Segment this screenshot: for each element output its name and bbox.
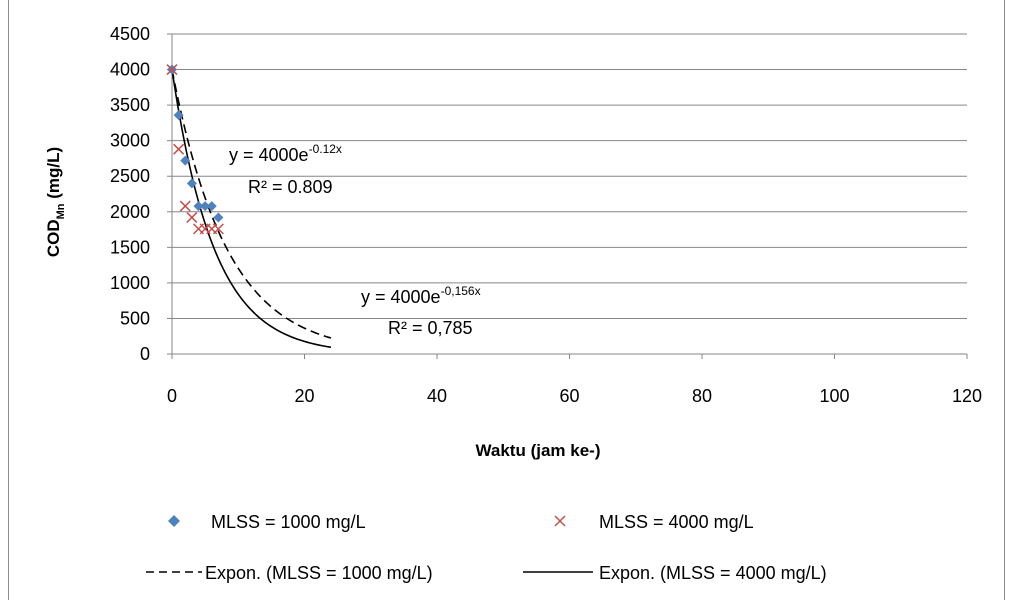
- data-point-mlss-1000: [200, 201, 211, 212]
- x-tick-label: 100: [819, 386, 849, 406]
- data-point-mlss-1000: [206, 201, 217, 212]
- legend-diamond-marker: [168, 515, 180, 527]
- data-point-mlss-1000: [180, 155, 191, 166]
- data-point-mlss-4000: [179, 200, 191, 212]
- data-point-mlss-1000: [213, 212, 224, 223]
- y-tick-labels: 0 500 1000 1500 2000 2500 3000 3500 4000 4500: [110, 24, 150, 364]
- data-point-mlss-4000: [212, 223, 224, 235]
- legend-label-mlss-1000: MLSS = 1000 mg/L: [211, 512, 366, 532]
- y-axis-title: CODMn (mg/L): [44, 147, 67, 257]
- legend-x-marker: [554, 515, 566, 527]
- x-tick-label: 80: [692, 386, 712, 406]
- trendline-1000-r2: R² = 0.809: [248, 177, 333, 197]
- y-tick-label: 3000: [110, 131, 150, 151]
- x-tick-labels: 0 20 40 60 80 100 120: [167, 386, 982, 406]
- legend: MLSS = 1000 mg/L MLSS = 4000 mg/L Expon.…: [146, 512, 827, 583]
- data-point-mlss-1000: [186, 178, 197, 189]
- x-tick-label: 120: [952, 386, 982, 406]
- trendline-mlss-1000: [171, 69, 332, 339]
- data-points: [166, 64, 224, 235]
- x-tick-label: 20: [294, 386, 314, 406]
- y-tick-label: 0: [140, 344, 150, 364]
- chart-frame: [8, 0, 1005, 600]
- legend-label-expon-1000: Expon. (MLSS = 1000 mg/L): [205, 563, 433, 583]
- y-tick-label: 500: [120, 308, 150, 328]
- x-tick-label: 40: [427, 386, 447, 406]
- y-tick-label: 4500: [110, 24, 150, 44]
- y-tick-label: 2000: [110, 202, 150, 222]
- trendline-1000-equation: y = 4000e-0.12x: [229, 142, 342, 165]
- trendline-4000-r2: R² = 0,785: [388, 318, 473, 338]
- y-tick-label: 4000: [110, 60, 150, 80]
- gridlines: [167, 33, 968, 359]
- x-axis-title: Waktu (jam ke-): [475, 441, 600, 460]
- data-point-mlss-4000: [173, 143, 185, 155]
- data-point-mlss-4000: [186, 211, 198, 223]
- trendline-4000-equation: y = 4000e-0,156x: [361, 284, 481, 307]
- y-tick-label: 1000: [110, 273, 150, 293]
- legend-label-expon-4000: Expon. (MLSS = 4000 mg/L): [599, 563, 827, 583]
- x-tick-label: 0: [167, 386, 177, 406]
- x-tick-label: 60: [559, 386, 579, 406]
- legend-label-mlss-4000: MLSS = 4000 mg/L: [599, 512, 754, 532]
- y-tick-label: 3500: [110, 95, 150, 115]
- data-point-mlss-1000: [193, 201, 204, 212]
- y-tick-label: 1500: [110, 237, 150, 257]
- y-tick-label: 2500: [110, 166, 150, 186]
- data-point-mlss-1000: [173, 110, 184, 121]
- data-point-mlss-4000: [166, 64, 178, 76]
